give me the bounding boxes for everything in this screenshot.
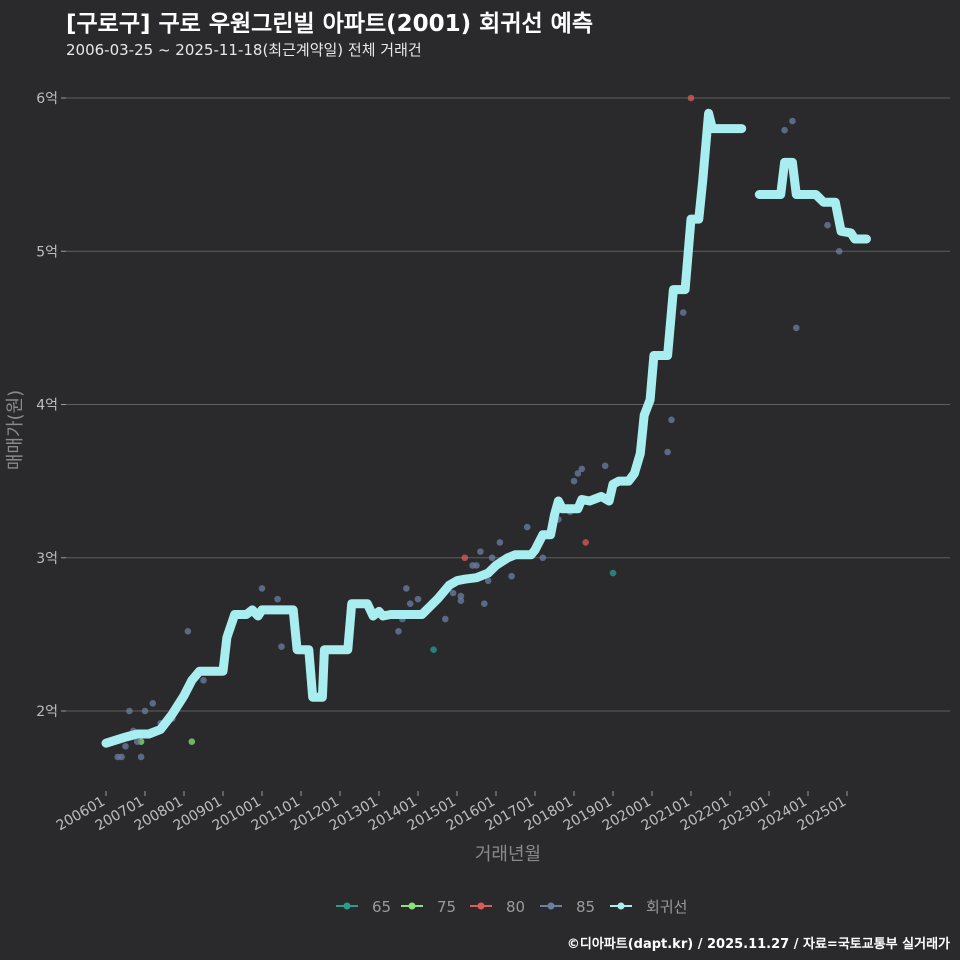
data-point-85 (679, 309, 687, 316)
data-point-85 (442, 615, 449, 623)
data-point-85 (149, 700, 157, 707)
data-point-85 (184, 628, 192, 635)
y-tick-label: 5억 (36, 244, 58, 260)
data-point-85 (278, 643, 285, 650)
x-axis-title: 거래년월 (475, 844, 541, 865)
legend-swatch-dot (547, 902, 555, 910)
data-point-85 (484, 577, 492, 585)
data-point-85 (141, 707, 149, 715)
data-point-65 (609, 569, 617, 577)
data-point-85 (395, 628, 402, 635)
data-point-85 (539, 554, 547, 562)
legend-swatch-dot (408, 902, 416, 910)
data-point-85 (781, 126, 788, 134)
chart-subtitle: 2006-03-25 ~ 2025-11-18(최근계약일) 전체 거래건 (66, 41, 422, 59)
legend-swatch-dot (343, 902, 351, 910)
data-point-85 (126, 707, 133, 715)
data-point-80 (461, 554, 469, 562)
y-tick-label: 6억 (36, 91, 58, 107)
data-point-85 (477, 548, 484, 555)
data-point-85 (496, 539, 504, 546)
data-point-85 (133, 738, 141, 745)
data-point-85 (601, 462, 609, 470)
data-point-80 (687, 94, 695, 102)
data-point-85 (200, 677, 207, 684)
data-point-85 (508, 572, 515, 580)
data-point-85 (793, 324, 800, 332)
data-point-85 (488, 554, 496, 562)
data-point-85 (835, 247, 843, 255)
legend-label: 65 (372, 898, 391, 916)
source-credit: ©디아파트(dapt.kr) / 2025.11.27 / 자료=국토교통부 실… (566, 937, 950, 952)
y-axis-title: 매매가(원) (5, 390, 26, 470)
regression-line (101, 108, 747, 748)
data-point-75 (188, 738, 196, 745)
data-point-85 (574, 470, 582, 477)
data-point-80 (582, 539, 589, 546)
chart-title: [구로구] 구로 우원그린빌 아파트(2001) 회귀선 예측 (66, 11, 593, 37)
data-point-85 (258, 585, 266, 592)
x-axis-ticks: 2006012007012008012009012010012011012012… (54, 791, 849, 834)
legend-swatch-dot (617, 902, 625, 910)
legend-label: 75 (437, 898, 456, 916)
data-point-85 (406, 600, 414, 608)
data-point-85 (403, 585, 410, 592)
data-point-85 (457, 592, 465, 600)
legend-label: 85 (576, 898, 595, 916)
legend-label: 회귀선 (646, 898, 687, 916)
data-point-85 (118, 753, 125, 761)
legend-label: 80 (506, 898, 525, 916)
data-point-85 (570, 477, 578, 485)
data-point-65 (430, 646, 437, 653)
data-point-85 (578, 465, 586, 473)
data-point-85 (789, 117, 796, 125)
y-axis-ticks: 2억 3억 4억 5억 6억 (36, 91, 66, 720)
data-point-85 (137, 753, 145, 761)
data-point-85 (122, 742, 129, 750)
legend: 65 75 80 85 회귀선 (336, 898, 687, 916)
data-point-85 (523, 523, 531, 531)
y-tick-label: 2억 (36, 704, 58, 720)
data-point-85 (473, 562, 480, 569)
regression-line (754, 157, 871, 244)
data-point-85 (824, 221, 831, 229)
data-point-85 (668, 416, 675, 424)
data-point-85 (274, 595, 281, 603)
grid-lines (66, 97, 950, 712)
data-point-85 (457, 597, 465, 604)
legend-swatch-dot (477, 902, 485, 910)
data-point-85 (664, 448, 671, 456)
y-tick-label: 3억 (36, 551, 58, 567)
regression-line-group (101, 108, 871, 748)
data-point-85 (481, 600, 488, 608)
data-point-85 (414, 595, 422, 603)
data-point-85 (449, 589, 457, 597)
y-tick-label: 4억 (36, 398, 58, 414)
